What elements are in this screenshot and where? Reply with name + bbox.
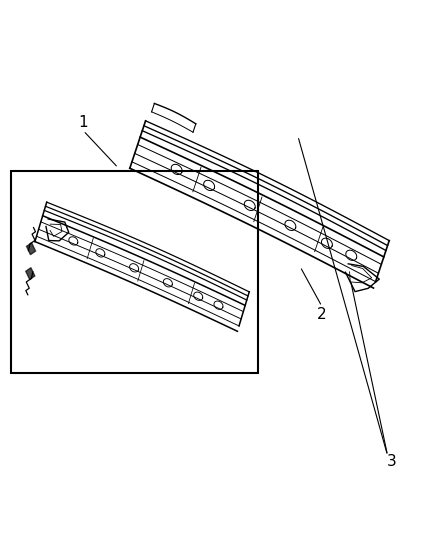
Text: 3: 3 bbox=[387, 454, 397, 469]
Polygon shape bbox=[26, 268, 35, 280]
Text: 1: 1 bbox=[78, 115, 88, 130]
Text: 2: 2 bbox=[317, 307, 327, 322]
Polygon shape bbox=[27, 243, 35, 255]
Bar bbox=[11, 171, 258, 373]
